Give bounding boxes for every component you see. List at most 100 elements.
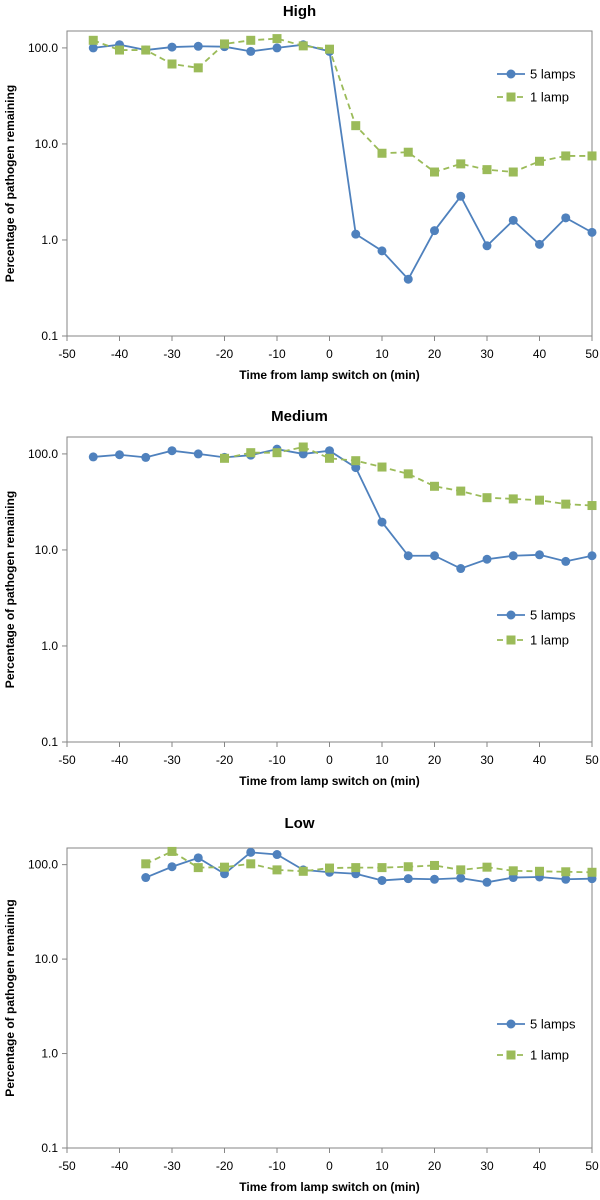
data-point-1-lamp [587,501,597,511]
data-point-1-lamp [535,156,544,166]
x-tick-label: -50 [58,347,76,361]
x-tick-label: -30 [163,347,181,361]
x-tick-label: 20 [428,347,442,361]
data-point-1-lamp [167,846,177,856]
data-point-5-lamps [141,873,151,883]
data-point-5-lamps [535,550,544,560]
data-point-5-lamps [377,517,387,527]
data-point-1-lamp [403,147,413,157]
data-point-1-lamp [587,867,597,877]
data-point-1-lamp [377,148,387,158]
x-axis-label: Time from lamp switch on (min) [239,368,419,382]
data-point-1-lamp [561,499,571,509]
x-tick-label: 0 [326,347,333,361]
y-tick-label: 0.1 [41,735,58,749]
y-tick-label: 1.0 [41,1047,58,1061]
data-point-1-lamp [272,865,282,875]
data-point-1-lamp [351,456,361,466]
plot-area [66,436,593,743]
y-tick-label: 100.0 [28,447,58,461]
data-point-5-lamps [482,241,492,251]
x-tick-label: 20 [428,1159,442,1173]
data-point-1-lamp [456,865,466,875]
data-point-1-lamp [325,863,334,873]
data-point-5-lamps [377,246,387,256]
legend-marker-1-lamp [506,635,516,645]
x-tick-label: -50 [58,753,76,767]
y-tick-label: 10.0 [35,137,59,151]
legend: 5 lamps 1 lamp [497,67,576,105]
chart-panel-high: High 0.1 1.0 10.0 100.0 -50 -40 -30 -20 -10 0 10 20 3… [3,3,599,382]
data-point-5-lamps [587,227,597,237]
legend: 5 lamps 1 lamp [497,1017,576,1063]
data-point-1-lamp [482,862,492,872]
data-point-1-lamp [377,863,387,873]
data-point-5-lamps [508,551,518,561]
data-point-1-lamp [298,41,308,51]
data-point-5-lamps [508,215,518,225]
legend-marker-5-lamps [506,69,516,79]
legend-label-1-lamp: 1 lamp [530,90,569,105]
data-point-5-lamps [535,239,544,249]
data-point-5-lamps [403,551,413,561]
y-tick-label: 0.1 [41,1141,58,1155]
chart-panel-medium: Medium 0.1 1.0 10.0 100.0 -50 -40 -30 -20 -10 0 10 2… [3,408,599,788]
x-tick-label: 40 [533,753,547,767]
y-tick-label: 10.0 [35,952,59,966]
legend-label-5-lamps: 5 lamps [530,608,576,623]
data-point-5-lamps [482,877,492,887]
data-point-1-lamp [193,63,203,73]
data-point-5-lamps [587,551,597,561]
data-point-1-lamp [587,151,597,161]
data-point-1-lamp [115,45,124,55]
data-point-1-lamp [508,866,518,876]
data-point-1-lamp [430,481,439,491]
data-point-5-lamps [351,229,361,239]
series-line-1-lamp [145,850,593,874]
data-point-1-lamp [403,469,413,479]
x-tick-label: 10 [375,347,389,361]
data-point-1-lamp [220,862,229,872]
x-tick-label: 40 [533,1159,547,1173]
data-point-5-lamps [272,43,282,53]
x-tick-label: -30 [163,1159,181,1173]
series-line-1-lamp [224,446,593,507]
x-tick-label: -40 [111,1159,129,1173]
data-point-5-lamps [561,874,571,884]
data-point-5-lamps [430,551,439,561]
data-point-1-lamp [272,34,282,44]
data-point-5-lamps [403,874,413,884]
x-tick-label: 30 [480,1159,494,1173]
data-point-5-lamps [167,446,177,456]
data-point-1-lamp [141,45,151,55]
x-tick-label: -30 [163,753,181,767]
data-point-5-lamps [403,274,413,284]
data-point-1-lamp [482,165,492,175]
x-tick-label: 50 [585,753,599,767]
data-point-5-lamps [88,43,98,53]
data-point-1-lamp [456,486,466,496]
data-point-5-lamps [167,862,177,872]
series-line-5-lamps [93,43,593,281]
data-point-5-lamps [325,446,334,456]
legend: 5 lamps 1 lamp [497,608,576,648]
data-point-1-lamp [167,59,177,69]
data-point-1-lamp [298,866,308,876]
data-point-1-lamp [351,863,361,873]
x-tick-label: -10 [268,1159,286,1173]
data-point-1-lamp [220,39,229,49]
data-point-5-lamps [193,449,203,459]
legend-label-5-lamps: 5 lamps [530,1017,576,1032]
x-axis-label: Time from lamp switch on (min) [239,1180,419,1194]
data-point-1-lamp [298,442,308,452]
legend-marker-5-lamps [506,610,516,620]
data-point-5-lamps [246,847,256,857]
y-tick-label: 10.0 [35,543,59,557]
data-point-5-lamps [246,46,256,56]
data-point-5-lamps [456,873,466,883]
chart-title: Medium [271,408,328,425]
data-point-1-lamp [403,862,413,872]
x-tick-label: -20 [216,1159,234,1173]
data-point-5-lamps [272,850,282,860]
